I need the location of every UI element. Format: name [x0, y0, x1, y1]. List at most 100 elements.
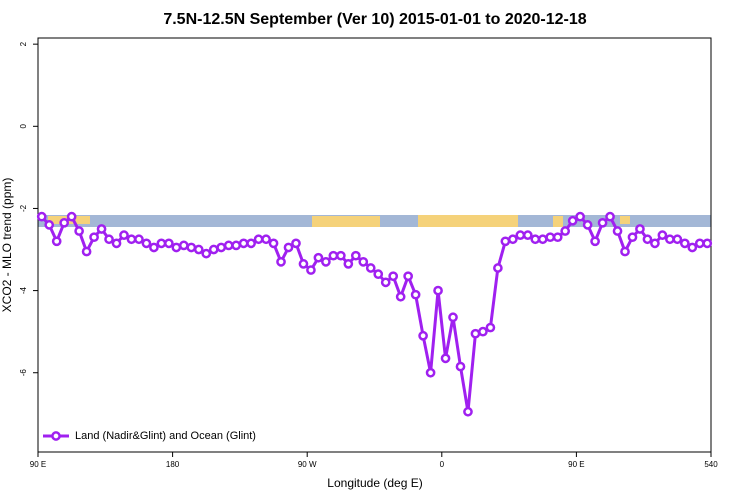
point	[552, 232, 563, 243]
point	[694, 238, 705, 249]
point	[425, 367, 436, 378]
point	[216, 242, 227, 253]
point	[537, 234, 548, 245]
point	[321, 256, 331, 267]
land-strip	[620, 216, 630, 224]
point	[463, 406, 473, 417]
point	[642, 234, 653, 245]
point	[679, 238, 690, 249]
point	[328, 250, 339, 261]
point	[156, 238, 167, 249]
point	[575, 211, 585, 222]
point	[403, 271, 413, 282]
point	[111, 238, 122, 249]
point	[665, 234, 675, 245]
point	[171, 242, 182, 253]
x-tick-label: 180	[166, 460, 180, 469]
y-axis-label: XCO2 - MLO trend (ppm)	[0, 178, 14, 313]
point	[657, 230, 668, 240]
y-tick-label: -4	[19, 286, 28, 294]
point	[478, 326, 488, 337]
point	[485, 322, 496, 333]
point	[313, 252, 324, 263]
point	[231, 240, 242, 251]
point	[440, 353, 451, 364]
point	[36, 211, 47, 222]
point	[650, 238, 660, 249]
point	[178, 240, 189, 251]
point	[253, 234, 264, 245]
point	[141, 238, 152, 249]
x-tick-label: 540	[704, 460, 718, 469]
point	[119, 230, 129, 240]
point	[470, 328, 481, 339]
point	[126, 234, 137, 245]
point	[672, 234, 683, 245]
point	[395, 291, 406, 302]
point	[306, 265, 316, 275]
point	[373, 269, 384, 280]
point	[590, 236, 600, 247]
point	[433, 285, 443, 296]
point	[246, 238, 256, 249]
point	[500, 236, 511, 247]
point	[380, 277, 391, 288]
chart-title: 7.5N-12.5N September (Ver 10) 2015-01-01…	[163, 11, 586, 28]
point	[605, 211, 615, 222]
point	[298, 259, 309, 269]
point	[358, 256, 369, 267]
land-strip	[418, 215, 518, 227]
point	[388, 271, 399, 282]
point	[582, 220, 593, 230]
point	[276, 256, 286, 267]
point	[455, 361, 466, 372]
map-strip	[38, 215, 711, 227]
point	[44, 220, 55, 230]
point	[635, 224, 645, 234]
y-tick-label: 2	[19, 41, 28, 46]
point	[515, 230, 526, 240]
point	[104, 234, 114, 245]
point	[343, 259, 354, 269]
series-line	[40, 215, 708, 414]
point	[687, 242, 698, 253]
legend-marker	[51, 431, 61, 441]
point	[164, 238, 174, 249]
point	[51, 236, 62, 247]
point	[59, 217, 70, 228]
point	[545, 232, 556, 243]
point	[448, 312, 458, 323]
point	[365, 263, 376, 273]
land-strip	[553, 216, 563, 227]
point	[186, 242, 197, 253]
legend-label: Land (Nadir&Glint) and Ocean (Glint)	[75, 430, 256, 442]
point	[96, 224, 107, 234]
point	[530, 234, 541, 245]
point	[350, 250, 361, 261]
point	[201, 248, 212, 259]
point	[560, 226, 571, 236]
x-axis-label: Longitude (deg E)	[327, 476, 422, 490]
point	[238, 238, 249, 249]
point	[149, 242, 159, 253]
point	[81, 246, 92, 257]
point	[74, 226, 84, 236]
point	[283, 242, 294, 253]
point	[193, 244, 204, 255]
point	[66, 211, 77, 222]
point	[418, 330, 428, 341]
point	[567, 215, 578, 226]
point	[268, 238, 279, 249]
x-tick-label: 90 E	[568, 460, 584, 469]
x-tick-label: 90 E	[30, 460, 46, 469]
point	[702, 238, 713, 249]
point	[612, 226, 623, 236]
x-tick-label: 0	[440, 460, 445, 469]
point	[134, 234, 144, 245]
y-tick-label: -6	[19, 369, 28, 377]
y-tick-label: -2	[19, 204, 28, 212]
point	[597, 217, 608, 228]
point	[336, 250, 346, 261]
plot-frame	[37, 37, 712, 453]
